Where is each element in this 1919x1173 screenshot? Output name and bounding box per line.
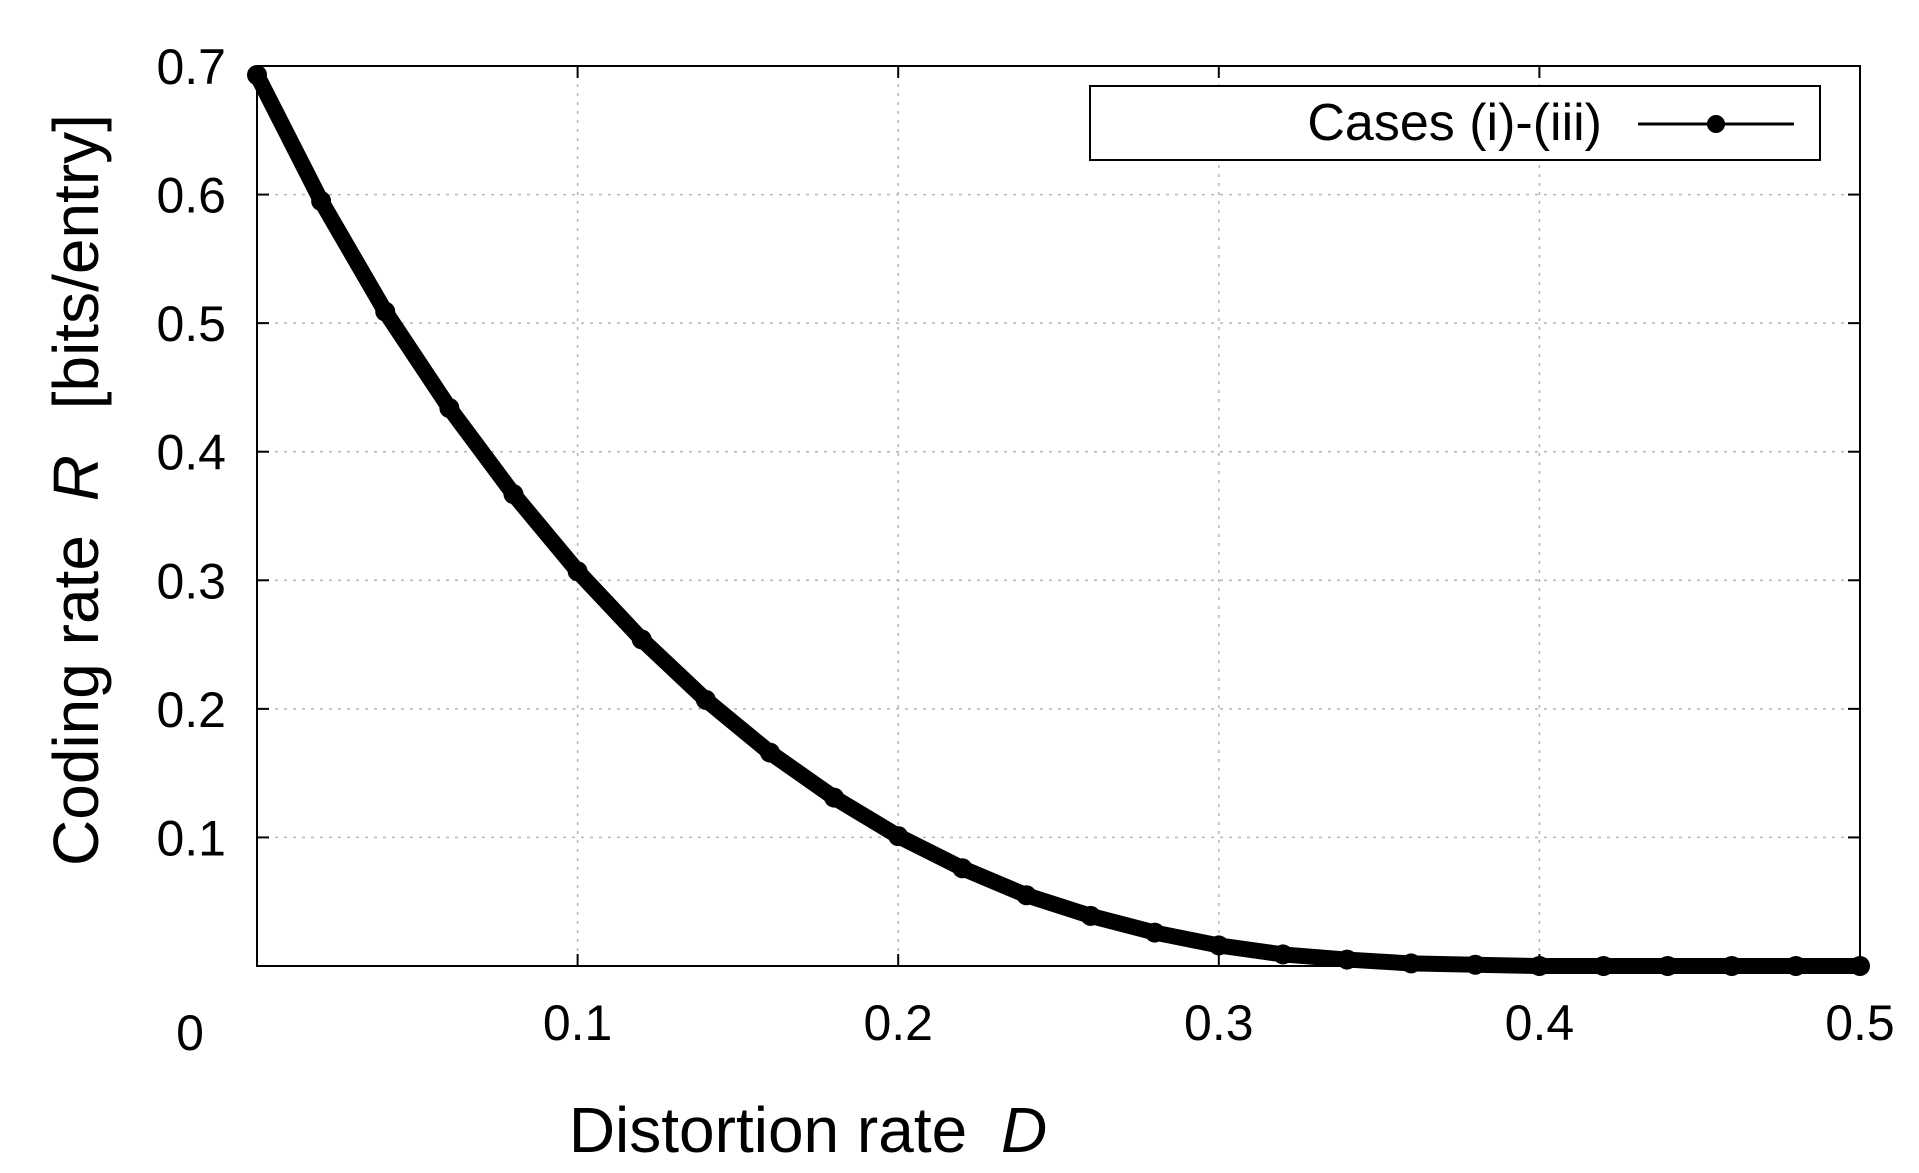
x-tick-label: 0.5 xyxy=(1825,995,1895,1051)
series-point xyxy=(888,826,909,847)
series-point xyxy=(1401,953,1422,974)
y-tick-label: 0.4 xyxy=(156,425,226,481)
grid-layer xyxy=(257,66,1860,966)
series-point xyxy=(631,629,652,650)
y-axis-title: Coding rate R [bits/entry] xyxy=(40,114,112,866)
y-axis-title-var: R xyxy=(40,455,112,501)
y-axis-title-text: Coding rate xyxy=(40,535,112,866)
y-tick-label: 0.3 xyxy=(156,553,226,609)
x-axis-title: Distortion rate D xyxy=(569,1094,1047,1166)
x-axis-title-text: Distortion rate xyxy=(569,1094,967,1166)
series-point xyxy=(695,689,716,710)
series-point xyxy=(1272,944,1293,965)
y-tick-label: 0.7 xyxy=(156,39,226,95)
x-axis-title-var: D xyxy=(1001,1094,1047,1166)
series-point xyxy=(1337,949,1358,970)
series-point xyxy=(759,742,780,763)
series-point xyxy=(503,484,524,505)
series-point xyxy=(824,787,845,808)
y-axis-title-unit: [bits/entry] xyxy=(40,114,112,409)
series-point xyxy=(567,561,588,582)
series-point xyxy=(311,191,332,211)
series-point xyxy=(1465,954,1486,975)
y-tick-label: 0.5 xyxy=(156,296,226,352)
y-tick-label: 0.2 xyxy=(156,682,226,738)
legend-label: Cases (i)-(iii) xyxy=(1307,94,1602,152)
legend: Cases (i)-(iii) xyxy=(1089,85,1821,161)
series-point xyxy=(1208,935,1229,956)
plot-frame xyxy=(256,65,1861,967)
series-point xyxy=(1016,885,1037,906)
x-tick-label: 0.3 xyxy=(1184,995,1254,1051)
series-point xyxy=(952,858,973,879)
y-tick-label: 0.6 xyxy=(156,168,226,224)
series-point xyxy=(1144,922,1165,943)
y-tick-label: 0.1 xyxy=(156,810,226,866)
series-point xyxy=(439,398,460,418)
series-point xyxy=(1080,905,1101,926)
legend-marker-sample xyxy=(1707,115,1725,133)
tick-label-layer: 0 0.1 0.2 0.3 0.4 0.5 0.1 0.2 0.3 0.4 0.5 0.6 0.7 xyxy=(156,39,1894,1061)
x-tick-label: 0.2 xyxy=(863,995,933,1051)
series-point xyxy=(375,301,396,322)
series-layer xyxy=(247,65,1870,976)
series-line xyxy=(249,67,1868,974)
x-tick-label: 0 xyxy=(176,1005,204,1061)
x-tick-label: 0.1 xyxy=(543,995,613,1051)
tick-layer xyxy=(256,65,1861,966)
x-tick-label: 0.4 xyxy=(1505,995,1575,1051)
